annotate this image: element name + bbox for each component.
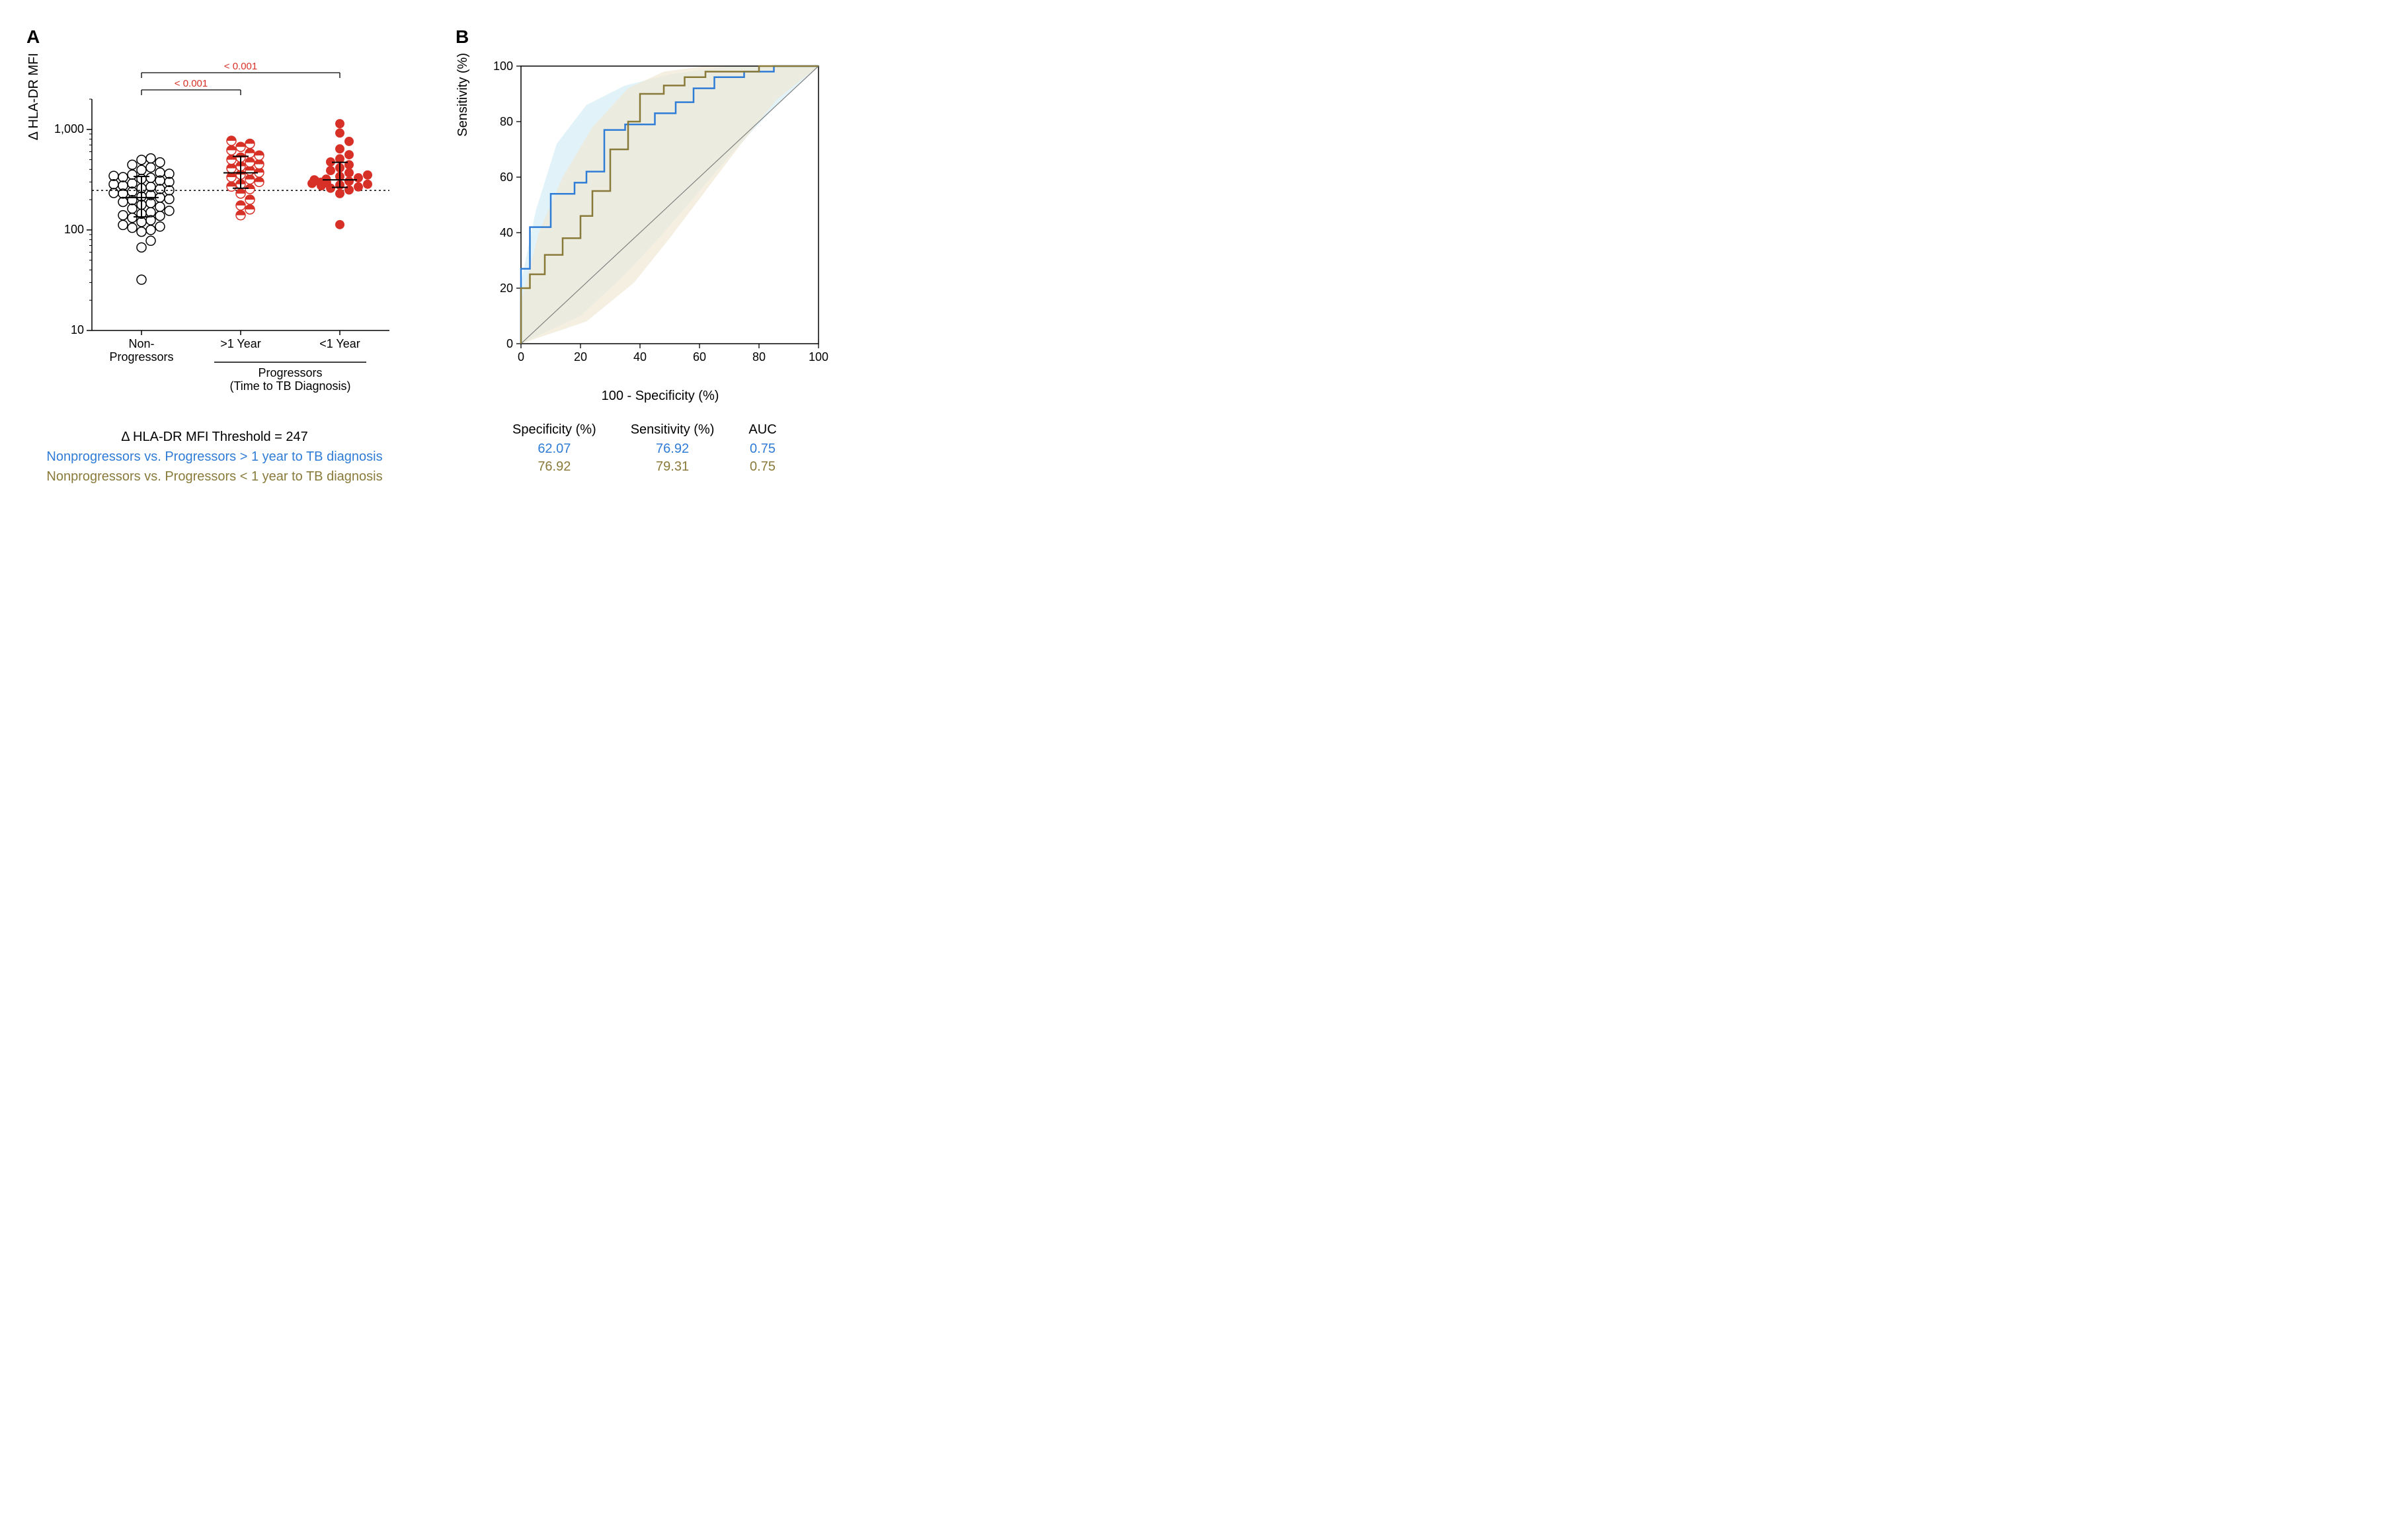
svg-text:80: 80 [752,350,766,364]
svg-text:<1 Year: <1 Year [319,337,360,350]
svg-text:0: 0 [506,337,513,350]
svg-text:80: 80 [500,115,513,128]
figure-container: A Δ HLA-DR MFI 101001,000Non-Progressors… [26,26,2372,486]
svg-text:40: 40 [500,226,513,239]
stats-r1c2: 76.92 [614,440,732,458]
stats-r2c3: 0.75 [731,458,793,476]
stats-header-row: Specificity (%) Sensitivity (%) AUC [495,420,794,440]
stats-row-olive: 76.92 79.31 0.75 [495,458,794,476]
panel-b: B Sensitivity (%) 00 20 20 40 40 60 60 80 80 100 1… [456,26,832,476]
svg-text:100: 100 [493,59,513,73]
svg-text:>1 Year: >1 Year [220,337,261,350]
panel-b-ylabel: Sensitivity (%) [456,53,471,176]
stats-h1: Specificity (%) [495,420,614,440]
svg-text:Progressors: Progressors [258,366,322,379]
svg-text:100: 100 [64,223,84,236]
panel-a-label: A [26,26,403,48]
svg-text:(Time to TB Diagnosis): (Time to TB Diagnosis) [229,379,350,393]
svg-text:60: 60 [500,171,513,184]
panel-a: A Δ HLA-DR MFI 101001,000Non-Progressors… [26,26,403,486]
panel-a-ylabel: Δ HLA-DR MFI [26,53,42,180]
svg-text:1,000: 1,000 [54,122,84,135]
svg-text:< 0.001: < 0.001 [175,78,208,89]
threshold-text: Δ HLA-DR MFI Threshold = 247 [26,427,403,447]
svg-text:100: 100 [809,350,828,364]
panel-a-svg: 101001,000Non-Progressors>1 Year<1 YearP… [46,53,403,410]
svg-text:0: 0 [518,350,524,364]
svg-text:Non-: Non- [128,337,154,350]
svg-text:60: 60 [693,350,706,364]
svg-text:20: 20 [500,282,513,295]
compare-text-1: Nonprogressors vs. Progressors > 1 year … [26,447,403,467]
stats-h3: AUC [731,420,793,440]
compare-text-2: Nonprogressors vs. Progressors < 1 year … [26,467,403,486]
panel-b-label: B [456,26,832,48]
stats-table: Specificity (%) Sensitivity (%) AUC 62.0… [456,420,832,476]
stats-r1c1: 62.07 [495,440,614,458]
panel-b-xlabel: 100 - Specificity (%) [489,389,832,404]
svg-text:40: 40 [633,350,647,364]
svg-text:< 0.001: < 0.001 [224,61,257,72]
panel-b-plot-row: Sensitivity (%) 00 20 20 40 40 60 60 80 80 100 100 [456,53,832,383]
svg-text:10: 10 [71,323,84,336]
svg-text:Progressors: Progressors [109,350,173,364]
panel-a-plot-row: Δ HLA-DR MFI 101001,000Non-Progressors>1… [26,53,403,410]
panel-a-footer: Δ HLA-DR MFI Threshold = 247 Nonprogress… [26,427,403,486]
svg-text:20: 20 [574,350,587,364]
panel-b-svg: 00 20 20 40 40 60 60 80 80 100 100 [475,53,832,383]
stats-r1c3: 0.75 [731,440,793,458]
stats-r2c2: 79.31 [614,458,732,476]
stats-r2c1: 76.92 [495,458,614,476]
stats-row-blue: 62.07 76.92 0.75 [495,440,794,458]
stats-h2: Sensitivity (%) [614,420,732,440]
